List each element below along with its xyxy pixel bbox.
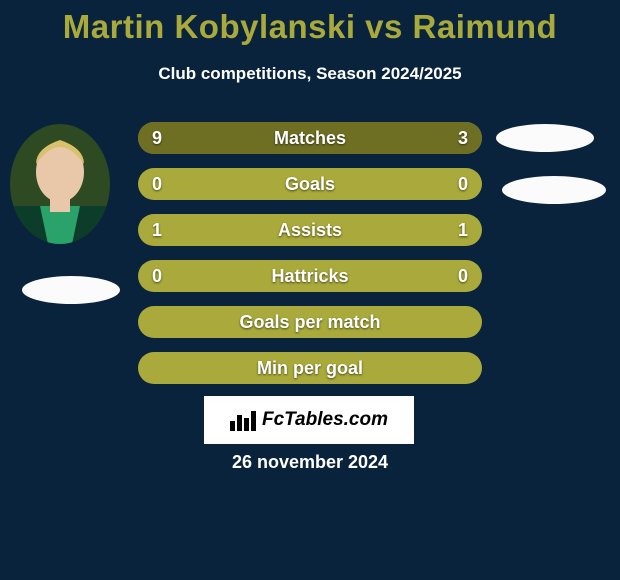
stat-bar-value-right: 0	[458, 168, 468, 200]
stat-bar-label: Goals	[138, 168, 482, 200]
stat-bar-label: Min per goal	[138, 352, 482, 384]
stat-bar-value-left: 0	[152, 168, 162, 200]
stat-bar: Assists1 1	[138, 214, 482, 246]
stats-comparison-card: Martin Kobylanski vs Raimund Club compet…	[0, 0, 620, 580]
stat-bar: Goals0 0	[138, 168, 482, 200]
player-left-avatar	[10, 124, 110, 244]
stat-bar-value-right: 1	[458, 214, 468, 246]
stat-bar: Hattricks0 0	[138, 260, 482, 292]
player-right-token-placeholder-2	[502, 176, 606, 204]
stat-bar-label: Assists	[138, 214, 482, 246]
stat-bar-value-left: 9	[152, 122, 162, 154]
bar-chart-icon	[230, 409, 256, 431]
player-left-token-placeholder	[22, 276, 120, 304]
stat-bar-label: Hattricks	[138, 260, 482, 292]
stat-bar: Goals per match	[138, 306, 482, 338]
stat-bar-value-right: 0	[458, 260, 468, 292]
brand-badge: FcTables.com	[204, 396, 414, 444]
stat-bar-value-left: 0	[152, 260, 162, 292]
stat-bar-label: Goals per match	[138, 306, 482, 338]
brand-text: FcTables.com	[262, 409, 388, 431]
page-title: Martin Kobylanski vs Raimund	[0, 0, 620, 46]
stat-bar-label: Matches	[138, 122, 482, 154]
stat-bar: Matches9 3	[138, 122, 482, 154]
avatar-illustration	[10, 124, 110, 244]
stat-bar: Min per goal	[138, 352, 482, 384]
player-right-token-placeholder-1	[496, 124, 594, 152]
stat-bars: Matches93Goals00Assists11Hattricks00Goal…	[138, 122, 482, 398]
page-subtitle: Club competitions, Season 2024/2025	[0, 64, 620, 84]
stat-bar-value-right: 3	[458, 122, 468, 154]
stat-bar-value-left: 1	[152, 214, 162, 246]
snapshot-date: 26 november 2024	[0, 452, 620, 473]
